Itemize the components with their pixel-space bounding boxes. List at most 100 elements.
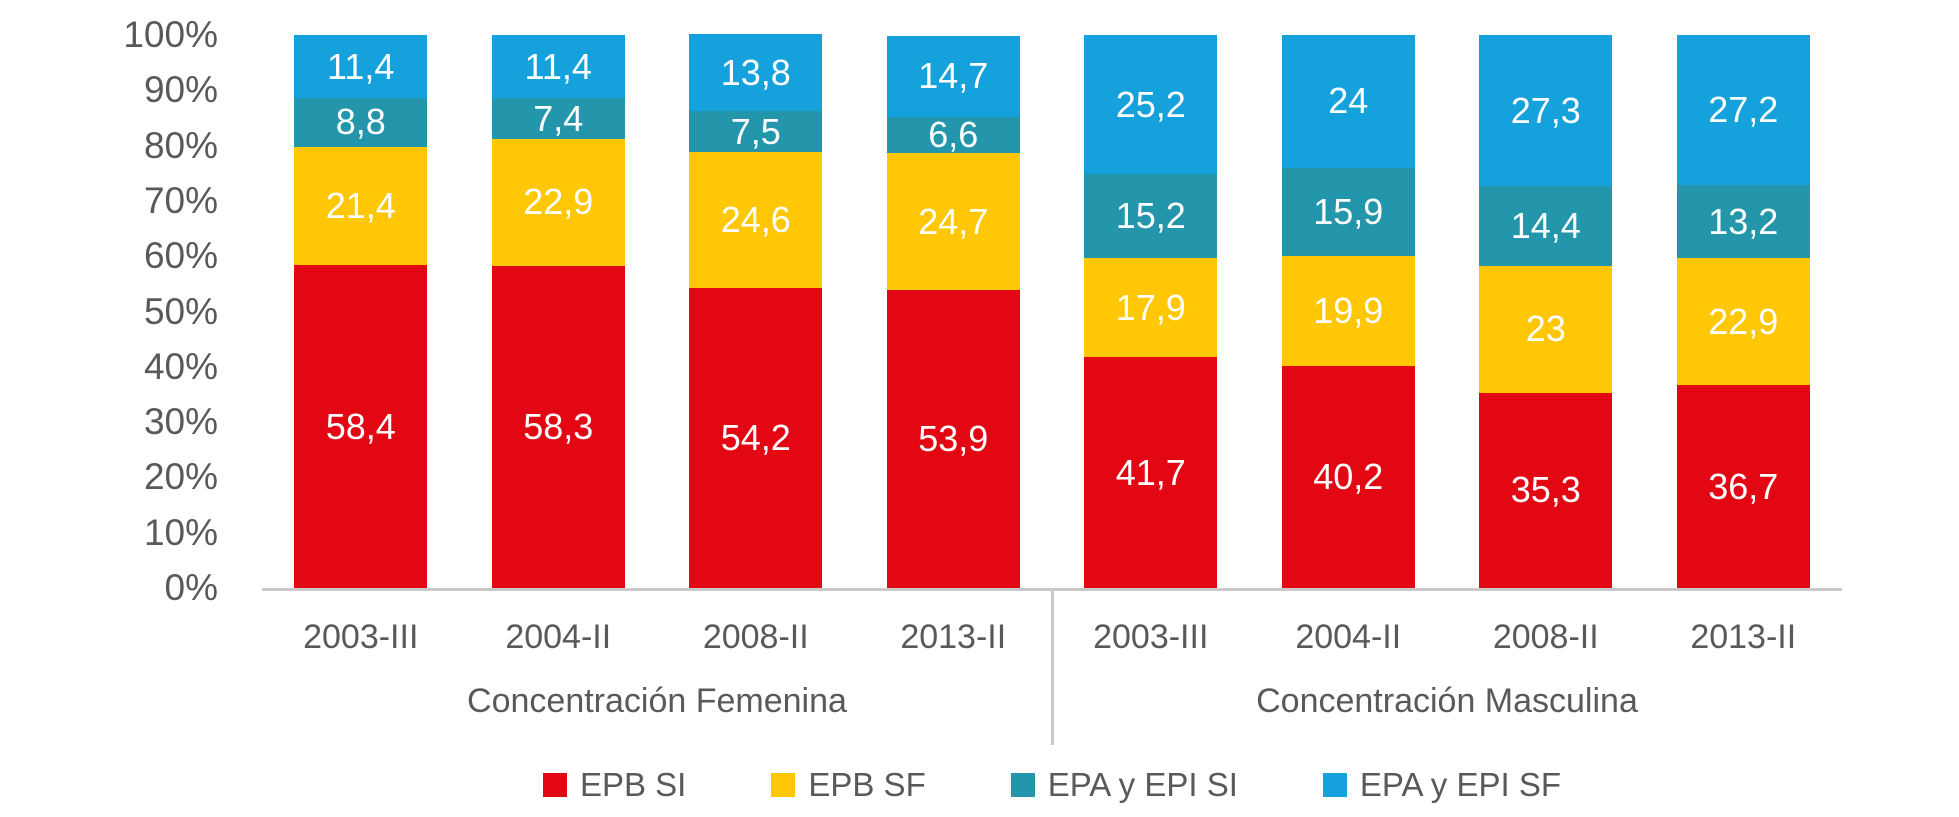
segment-epa-y-epi-si: 15,9 xyxy=(1281,167,1415,256)
y-axis-tick: 70% xyxy=(143,179,218,221)
segment-epb-si: 58,3 xyxy=(491,265,625,588)
bar-stack: 58,4 21,4 8,8 11,4 xyxy=(294,35,428,588)
data-label: 15,9 xyxy=(1313,190,1384,232)
data-label: 15,2 xyxy=(1115,195,1186,237)
data-label: 6,6 xyxy=(928,114,979,156)
data-label: 41,7 xyxy=(1115,451,1186,493)
y-axis-tick: 10% xyxy=(143,511,218,553)
legend-item-epb-si: EPB SI xyxy=(542,766,687,804)
x-axis-label: 2013-II xyxy=(1690,618,1797,656)
data-label: 7,4 xyxy=(533,97,584,139)
segment-epb-si: 54,2 xyxy=(689,288,823,588)
data-label: 7,5 xyxy=(730,110,781,152)
data-label: 19,9 xyxy=(1313,289,1384,331)
bar-stack: 58,3 22,9 7,4 11,4 xyxy=(491,35,625,588)
legend-swatch-icon xyxy=(771,773,796,797)
x-axis-label: 2008-II xyxy=(702,618,809,656)
data-label: 24,7 xyxy=(918,200,989,242)
y-axis-tick: 90% xyxy=(143,69,218,111)
bar-stack: 41,7 17,9 15,2 25,2 xyxy=(1084,35,1218,588)
data-label: 53,9 xyxy=(918,417,989,459)
legend-swatch-icon xyxy=(542,773,567,797)
segment-epa-y-epi-si: 14,4 xyxy=(1479,185,1613,266)
bar-stack: 40,2 19,9 15,9 24 xyxy=(1281,35,1415,588)
segment-epa-y-epi-si: 13,2 xyxy=(1676,185,1810,259)
data-label: 17,9 xyxy=(1115,286,1186,328)
group-label-masculina: Concentración Masculina xyxy=(1256,682,1638,720)
y-axis-tick: 40% xyxy=(143,345,218,387)
legend-label: EPB SI xyxy=(579,766,687,803)
x-axis-label: 2004-II xyxy=(505,618,612,656)
segment-epb-si: 53,9 xyxy=(886,289,1020,588)
data-label: 36,7 xyxy=(1708,465,1779,507)
data-label: 58,4 xyxy=(325,405,396,447)
data-label: 8,8 xyxy=(335,101,386,143)
segment-epb-sf: 22,9 xyxy=(491,138,625,266)
y-axis-tick: 100% xyxy=(123,14,218,55)
segment-epa-y-epi-sf: 11,4 xyxy=(294,35,428,99)
bar-slot-concentraci-n-masculina-2013-ii: 36,7 22,9 13,2 27,2 xyxy=(1645,35,1843,588)
y-axis-tick: 60% xyxy=(143,235,218,277)
data-label: 14,7 xyxy=(918,55,989,97)
segment-epb-si: 58,4 xyxy=(294,265,428,588)
data-label: 22,9 xyxy=(523,181,594,223)
x-axis-label: 2013-II xyxy=(900,618,1007,656)
group-labels: Concentración Femenina Concentración Mas… xyxy=(262,682,1842,721)
segment-epa-y-epi-sf: 14,7 xyxy=(886,35,1020,117)
segment-epb-sf: 22,9 xyxy=(1676,258,1810,386)
plot-area: 58,4 21,4 8,8 11,4 58,3 22,9 7,4 11,4 54,2 24,6 7,… xyxy=(262,34,1843,588)
segment-epb-sf: 23 xyxy=(1479,265,1613,393)
segment-epb-sf: 24,6 xyxy=(689,152,823,289)
data-label: 27,3 xyxy=(1510,89,1581,131)
segment-epa-y-epi-sf: 13,8 xyxy=(689,34,823,111)
segment-epb-si: 40,2 xyxy=(1281,365,1415,588)
legend: EPB SI EPB SF EPA y EPI SI EPA y EPI SF xyxy=(262,762,1842,808)
bar-stack: 35,3 23 14,4 27,3 xyxy=(1479,35,1613,588)
data-label: 24 xyxy=(1328,80,1369,122)
legend-label: EPA y EPI SI xyxy=(1047,766,1238,803)
legend-swatch-icon xyxy=(1010,773,1035,797)
data-label: 22,9 xyxy=(1708,300,1779,342)
bar-slot-concentraci-n-masculina-2008-ii: 35,3 23 14,4 27,3 xyxy=(1447,35,1645,588)
x-axis-labels: 2003-III 2004-II 2008-II 2013-II 2003-III 200… xyxy=(262,618,1842,657)
data-label: 35,3 xyxy=(1510,469,1581,511)
segment-epa-y-epi-sf: 27,2 xyxy=(1676,35,1810,186)
x-axis-label: 2008-II xyxy=(1492,618,1599,656)
segment-epb-sf: 21,4 xyxy=(294,146,428,266)
x-axis-label: 2003-III xyxy=(303,618,419,656)
y-axis-tick: 30% xyxy=(143,401,218,443)
segment-epa-y-epi-si: 7,5 xyxy=(689,110,823,153)
segment-epb-sf: 19,9 xyxy=(1281,255,1415,366)
legend-item-epa-y-epi-sf: EPA y EPI SF xyxy=(1322,766,1561,804)
segment-epb-sf: 17,9 xyxy=(1084,258,1218,358)
data-label: 27,2 xyxy=(1708,89,1779,131)
segment-epa-y-epi-si: 7,4 xyxy=(491,97,625,139)
segment-epa-y-epi-sf: 11,4 xyxy=(491,35,625,99)
data-label: 24,6 xyxy=(720,199,791,241)
bar-slot-concentraci-n-femenina-2008-ii: 54,2 24,6 7,5 13,8 xyxy=(657,34,855,588)
segment-epa-y-epi-si: 15,2 xyxy=(1084,174,1218,259)
y-axis-tick: 0% xyxy=(164,567,218,608)
y-axis-tick: 50% xyxy=(143,290,218,332)
y-axis: 100% 90% 80% 70% 60% 50% 40% 30% 20% 10% 0% xyxy=(0,0,218,640)
data-label: 40,2 xyxy=(1313,455,1384,497)
segment-epb-si: 36,7 xyxy=(1676,385,1810,588)
segment-epa-y-epi-sf: 27,3 xyxy=(1479,35,1613,186)
segment-epb-si: 41,7 xyxy=(1084,357,1218,588)
bar-slot-concentraci-n-masculina-2003-iii: 41,7 17,9 15,2 25,2 xyxy=(1052,35,1250,588)
bar-stack: 53,9 24,7 6,6 14,7 xyxy=(886,35,1020,588)
data-label: 23 xyxy=(1525,308,1566,350)
bar-slot-concentraci-n-masculina-2004-ii: 40,2 19,9 15,9 24 xyxy=(1250,35,1448,588)
data-label: 11,4 xyxy=(327,45,395,87)
bar-slot-concentraci-n-femenina-2003-iii: 58,4 21,4 8,8 11,4 xyxy=(262,35,460,588)
x-axis-label: 2003-III xyxy=(1093,618,1209,656)
data-label: 54,2 xyxy=(720,417,791,459)
bar-stack: 54,2 24,6 7,5 13,8 xyxy=(689,34,823,588)
data-label: 25,2 xyxy=(1115,83,1186,125)
data-label: 58,3 xyxy=(523,405,594,447)
legend-swatch-icon xyxy=(1322,773,1347,797)
segment-epb-sf: 24,7 xyxy=(886,153,1020,290)
group-divider-line xyxy=(1051,588,1054,745)
segment-epa-y-epi-sf: 24 xyxy=(1281,35,1415,168)
